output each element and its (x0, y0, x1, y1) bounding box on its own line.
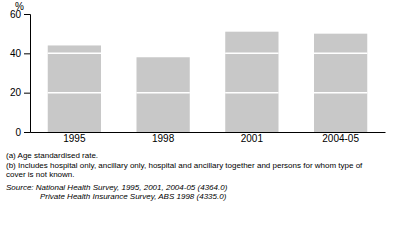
segment-divider (48, 53, 101, 55)
bar-segment (225, 32, 278, 54)
bar-segment (137, 57, 190, 92)
tick: 0 (15, 127, 30, 138)
bar-segment (225, 93, 278, 132)
segment-divider (225, 92, 278, 94)
tick-mark (24, 53, 30, 54)
source-note: Source: National Health Survey, 1995, 20… (6, 183, 228, 192)
tick-label: 1995 (63, 133, 86, 144)
footnote: (a) Age standardised rate. (6, 151, 98, 160)
segment-divider (314, 92, 367, 94)
tick-label: 1998 (152, 133, 175, 144)
tick-mark (24, 93, 30, 94)
tick-label: 0 (15, 127, 21, 138)
y-axis-title: % (15, 1, 24, 12)
bar-segment (48, 93, 101, 132)
segment-divider (137, 92, 190, 94)
tick: 1998 (152, 132, 175, 144)
tick-label: 2001 (241, 133, 264, 144)
bar-segment (314, 34, 367, 54)
axis-line (24, 15, 31, 133)
bar-segment (137, 93, 190, 132)
y-axis: 0204060 (10, 9, 31, 138)
bar-segment (48, 53, 101, 92)
tick: 1995 (63, 132, 86, 144)
bar-segment (48, 45, 101, 53)
tick-label: 2004-05 (322, 133, 359, 144)
segment-divider (48, 92, 101, 94)
segment-divider (314, 53, 367, 55)
tick-label: 20 (10, 87, 22, 98)
tick: 2004-05 (322, 132, 359, 144)
source-note: Private Health Insurance Survey, ABS 199… (40, 192, 227, 201)
bar-segment (225, 53, 278, 92)
chart: 02040601995199820012004-05%(a) Age stand… (0, 0, 397, 227)
footnote: (b) Includes hospital only, ancillary on… (6, 161, 363, 180)
tick: 40 (10, 48, 30, 59)
x-axis: 1995 1998 2001 2004-05 (31, 132, 386, 144)
tick-mark (24, 132, 30, 133)
plot: 02040601995199820012004-05 (10, 9, 386, 144)
tick: 20 (10, 87, 30, 98)
bar-segment (314, 53, 367, 92)
tick-mark (24, 14, 30, 15)
bar-segment (137, 57, 190, 58)
tick: 2001 (241, 132, 264, 144)
bar-segment (314, 93, 367, 132)
segment-divider (225, 53, 278, 55)
tick-label: 40 (10, 48, 22, 59)
bars (48, 32, 368, 132)
